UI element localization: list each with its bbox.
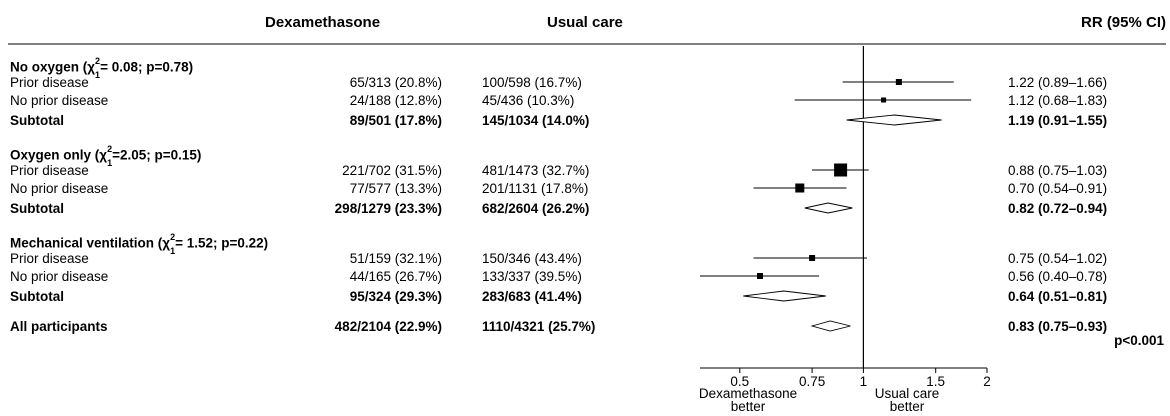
overall-p-value: p<0.001 xyxy=(1114,333,1164,348)
group-title-text: Mechanical ventilation ( xyxy=(10,235,163,251)
subtotal-ci-text: 1.19 (0.91–1.55) xyxy=(1008,113,1108,128)
subtotal-diamond xyxy=(846,114,942,126)
overall-label: All participants xyxy=(10,319,108,334)
row-label: Prior disease xyxy=(10,75,89,90)
group-title-text: No oxygen ( xyxy=(10,59,88,75)
row-dex-value: 51/159 (32.1%) xyxy=(349,251,442,266)
subtotal-label: Subtotal xyxy=(10,289,64,304)
favours-right-line1: Usual care xyxy=(874,386,940,401)
header-rr-ci: RR (95% CI) xyxy=(1080,14,1166,31)
point-estimate-box xyxy=(881,97,887,103)
favours-left-line2: better xyxy=(730,399,766,414)
point-estimate-box xyxy=(895,79,902,85)
overall-usual-value: 1110/4321 (25.7%) xyxy=(482,319,596,334)
row-ci-text: 1.12 (0.68–1.83) xyxy=(1008,93,1108,108)
overall-dex-value: 482/2104 (22.9%) xyxy=(334,319,442,334)
x-tick-label: 0.5 xyxy=(730,374,749,389)
subtotal-label: Subtotal xyxy=(10,113,64,128)
row-ci-text: 0.88 (0.75–1.03) xyxy=(1008,163,1108,178)
point-estimate-box xyxy=(834,163,848,177)
chi-square-symbol: χ2 1 xyxy=(87,56,101,80)
x-tick-label: 0.75 xyxy=(799,374,825,389)
row-ci-text: 0.75 (0.54–1.02) xyxy=(1008,251,1108,266)
point-estimate-box xyxy=(757,273,764,279)
subtotal-usual-value: 145/1034 (14.0%) xyxy=(482,113,590,128)
favours-right-label: Usual care better xyxy=(862,386,952,414)
point-estimate-box xyxy=(809,255,816,261)
x-tick-label: 1.5 xyxy=(926,374,945,389)
header-dexamethasone: Dexamethasone xyxy=(265,14,381,31)
subtotal-usual-value: 682/2604 (26.2%) xyxy=(482,201,590,216)
group-title-stat: =2.05; p=0.15) xyxy=(112,147,202,163)
row-dex-value: 221/702 (31.5%) xyxy=(342,163,442,178)
group-title-text: Oxygen only ( xyxy=(10,147,100,163)
row-dex-value: 44/165 (26.7%) xyxy=(349,269,442,284)
group-title-stat: = 1.52; p=0.22) xyxy=(175,235,269,251)
group-title-oxygen-only: Oxygen only (χ2 1 =2.05; p=0.15) xyxy=(10,143,202,168)
favours-left-label: Dexamethasone better xyxy=(690,386,806,414)
row-ci-text: 1.22 (0.89–1.66) xyxy=(1008,75,1108,90)
subtotal-diamond xyxy=(804,202,853,214)
group-title-stat: = 0.08; p=0.78) xyxy=(100,59,194,75)
row-usual-value: 100/598 (16.7%) xyxy=(482,75,582,90)
x-tick-label: 1 xyxy=(860,374,868,389)
row-usual-value: 45/436 (10.3%) xyxy=(482,93,575,108)
row-dex-value: 65/313 (20.8%) xyxy=(349,75,442,90)
x-tick-label: 2 xyxy=(983,374,991,389)
group-title-mechanical-ventilation: Mechanical ventilation (χ2 1 = 1.52; p=0.2… xyxy=(10,231,269,256)
point-estimate-box xyxy=(795,183,805,193)
row-usual-value: 481/1473 (32.7%) xyxy=(482,163,590,178)
plot-marks: 0.5 0.75 1 1.5 2 xyxy=(700,46,991,389)
row-usual-value: 133/337 (39.5%) xyxy=(482,269,582,284)
row-label: Prior disease xyxy=(10,163,89,178)
row-usual-value: 150/346 (43.4%) xyxy=(482,251,582,266)
row-ci-text: 0.70 (0.54–0.91) xyxy=(1008,181,1108,196)
subtotal-label: Subtotal xyxy=(10,201,64,216)
row-label: No prior disease xyxy=(10,269,109,284)
header-usual-care: Usual care xyxy=(547,14,623,31)
subtotal-ci-text: 0.64 (0.51–0.81) xyxy=(1008,289,1108,304)
subtotal-ci-text: 0.82 (0.72–0.94) xyxy=(1008,201,1108,216)
subtotal-dex-value: 95/324 (29.3%) xyxy=(349,289,442,304)
chi-square-symbol: χ2 1 xyxy=(162,232,176,256)
subtotal-diamond xyxy=(743,290,826,302)
subtotal-dex-value: 298/1279 (23.3%) xyxy=(334,201,442,216)
subtotal-dex-value: 89/501 (17.8%) xyxy=(349,113,442,128)
row-label: No prior disease xyxy=(10,93,109,108)
favours-right-line2: better xyxy=(889,399,925,414)
row-label: No prior disease xyxy=(10,181,109,196)
group-title-no-oxygen: No oxygen (χ2 1 = 0.08; p=0.78) xyxy=(10,55,194,80)
row-dex-value: 24/188 (12.8%) xyxy=(349,93,442,108)
subtotal-usual-value: 283/683 (41.4%) xyxy=(482,289,582,304)
favours-left-line1: Dexamethasone xyxy=(698,386,798,401)
overall-ci-text: 0.83 (0.75–0.93) xyxy=(1008,319,1108,334)
row-ci-text: 0.56 (0.40–0.78) xyxy=(1008,269,1108,284)
row-usual-value: 201/1131 (17.8%) xyxy=(482,181,589,196)
chi-square-symbol: χ2 1 xyxy=(99,144,113,168)
row-label: Prior disease xyxy=(10,251,89,266)
overall-diamond xyxy=(810,320,851,332)
row-dex-value: 77/577 (13.3%) xyxy=(349,181,442,196)
